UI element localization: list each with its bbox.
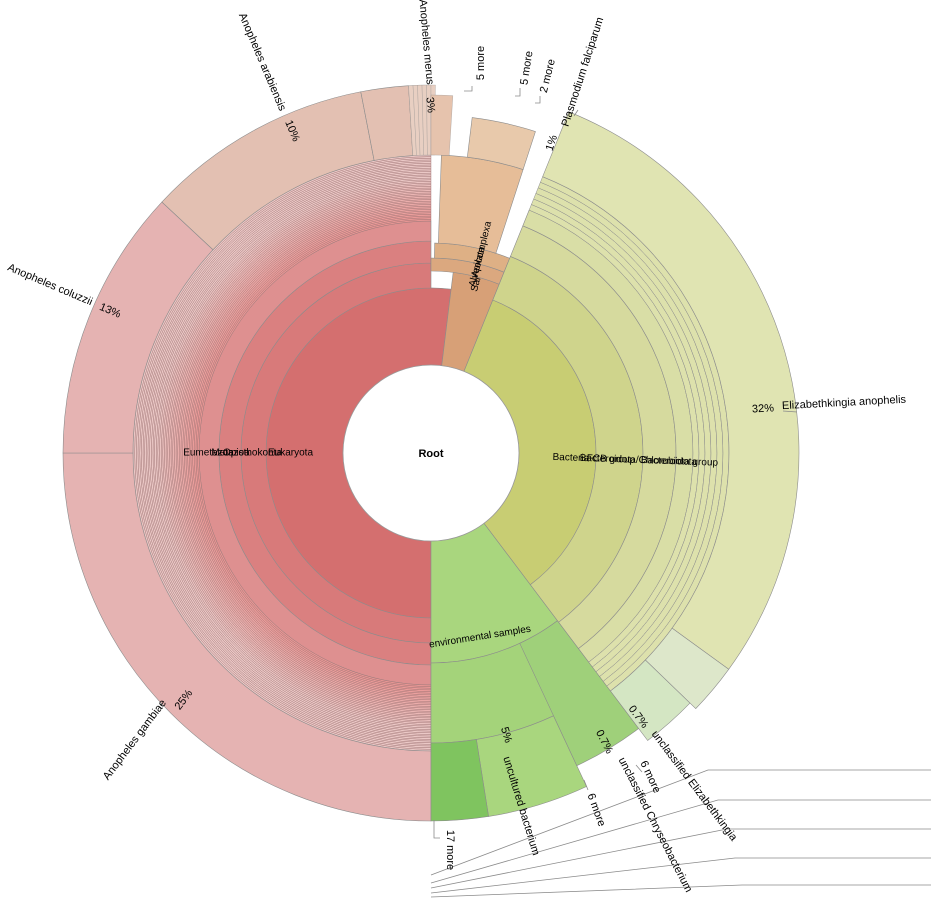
- leader-tail-2: [430, 828, 931, 889]
- label-anopheles-gambiae: Anopheles gambiae: [101, 697, 169, 782]
- environmental-small-sector[interactable]: [519, 620, 640, 767]
- leader-more-4: [635, 764, 643, 773]
- leader-elizabethkingia: [782, 410, 798, 413]
- ring-label-eumetazoa: Eumetazoa: [183, 448, 234, 459]
- leader-more-3: [535, 96, 541, 104]
- ring-label-eukaryota: Eukaryota: [268, 448, 313, 459]
- label-more-1: 5 more: [475, 46, 487, 80]
- label-more-3: 2 more: [538, 58, 558, 94]
- leader-tail-4: [430, 884, 931, 898]
- ring-label-sar: Sar: [469, 274, 484, 293]
- leader-tail-3: [430, 857, 931, 894]
- species-tiny-sector[interactable]: [426, 84, 432, 156]
- ring-label-opisthokonta: Opisthokonta: [223, 448, 282, 459]
- percent-uncultured-bacterium: 5%: [498, 726, 514, 745]
- ring-label-bacteria-3: Bacteroidota: [641, 455, 698, 468]
- ring-label-bacteria-2: Bacteroidota/Chlorobiota group: [579, 453, 718, 469]
- leader-lines: [430, 86, 931, 898]
- ring-label-metazoa: Metazoa: [211, 448, 250, 459]
- leader-more-1: [464, 86, 473, 92]
- label-anopheles-merus: Anopheles merus: [416, 0, 435, 86]
- percent-plasmodium-falciparum: 1%: [544, 133, 560, 152]
- root-label: Root: [418, 448, 443, 460]
- label-elizabethkingia-anophelis: Elizabethkingia anophelis: [782, 394, 907, 413]
- label-anopheles-arabiensis: Anopheles arabiensis: [236, 11, 288, 113]
- leader-more-2: [515, 88, 521, 97]
- chart-sectors: [62, 84, 800, 822]
- sar-lineage-sector[interactable]: [438, 154, 524, 254]
- leader-plasmodium: [573, 109, 579, 117]
- root-circle[interactable]: [342, 364, 520, 542]
- label-more-5: 6 more: [585, 792, 608, 828]
- sar-more-sector[interactable]: [430, 94, 454, 156]
- percent-anopheles-merus: 3%: [423, 97, 436, 114]
- ring-label-bacteria-1: FCB group: [587, 453, 636, 466]
- species-sector-anopheles-gambiae[interactable]: [62, 452, 432, 822]
- plasmodium-falciparum-sector[interactable]: [466, 117, 536, 170]
- environmental-more-sector[interactable]: [430, 739, 489, 822]
- label-more-2: 5 more: [518, 50, 535, 86]
- leader-tail-1: [430, 799, 931, 884]
- ring-label-bacteria-0: Bacteria: [552, 452, 589, 464]
- label-more-6: 17 more: [444, 830, 456, 870]
- chart-center: Root: [342, 364, 520, 542]
- elizabethkingia-anophelis-sector[interactable]: [542, 111, 800, 670]
- percent-elizabethkingia-anophelis: 32%: [752, 402, 775, 415]
- label-anopheles-coluzzii: Anopheles coluzzii: [6, 262, 95, 309]
- label-plasmodium-falciparum: Plasmodium falciparum: [560, 16, 607, 128]
- leader-more-6: [433, 820, 440, 839]
- leader-tail-0: [430, 769, 931, 876]
- leader-more-5: [583, 779, 589, 791]
